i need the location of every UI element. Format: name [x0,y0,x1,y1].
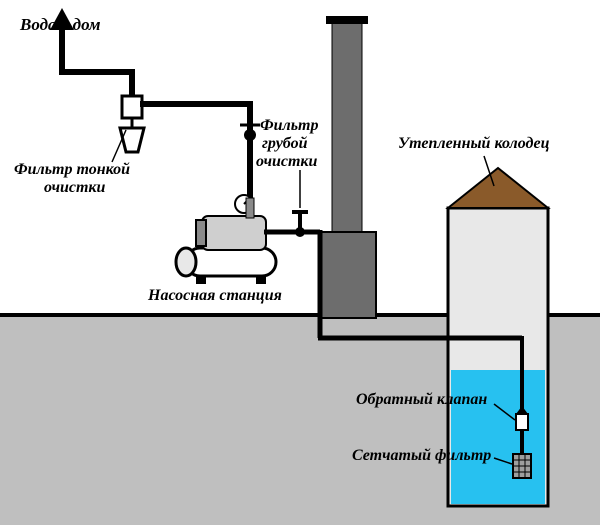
label-pump: Насосная станция [147,287,282,304]
water-supply-diagram: Вода в дом Фильтр тонкой очистки Фильтр … [0,0,600,525]
mesh-filter-icon [513,454,531,478]
label-coarse-l2: грубой [262,135,308,152]
label-fine-filter-l2: очистки [44,179,106,196]
small-valve-icon [244,129,256,141]
label-fine-filter-l1: Фильтр тонкой [14,161,130,178]
label-coarse-l3: очистки [256,153,318,170]
label-check-valve: Обратный клапан [356,391,487,408]
fine-filter-body [122,96,142,118]
label-mesh-filter: Сетчатый фильтр [352,447,491,464]
fine-filter-cone [120,128,144,152]
well-roof [448,168,548,208]
column-cap [326,16,368,24]
label-to-house: Вода в дом [19,15,101,34]
pump-station [176,195,276,284]
coarse-valve-body [295,227,305,237]
label-coarse-l1: Фильтр [260,117,318,134]
column-base [320,232,376,318]
label-well: Утепленный колодец [398,135,550,152]
